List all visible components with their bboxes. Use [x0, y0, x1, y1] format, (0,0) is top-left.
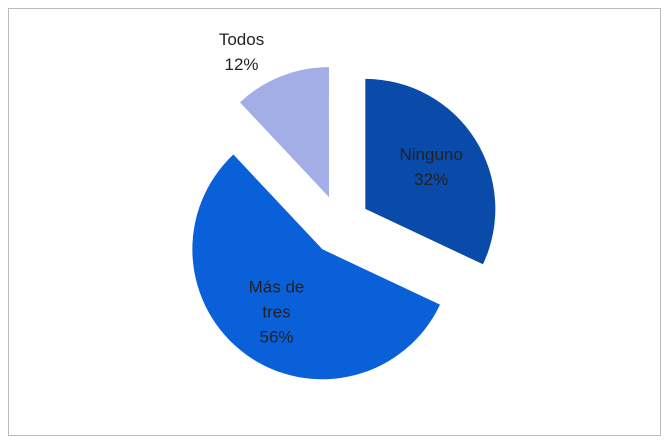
slice-value: 12%: [224, 55, 259, 75]
slice-value: 56%: [259, 327, 294, 347]
pie-slice: [239, 67, 329, 198]
slice-value: 32%: [414, 170, 449, 190]
slice-label: Más de tres 56%: [239, 275, 315, 350]
pie-slice: [192, 154, 440, 380]
slice-name: Más de tres: [248, 277, 305, 322]
slice-name: Todos: [218, 30, 265, 50]
pie-slice: [365, 78, 496, 265]
slice-label: Todos 12%: [204, 27, 280, 77]
slice-label: Ninguno 32%: [393, 142, 469, 192]
slice-name: Ninguno: [399, 145, 463, 165]
